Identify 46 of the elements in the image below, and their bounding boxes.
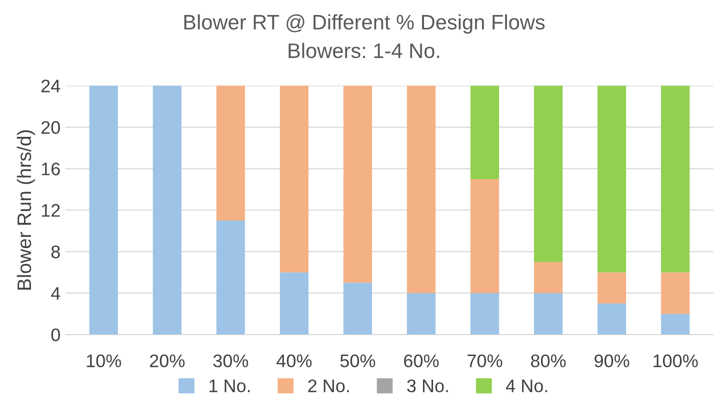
bar <box>661 314 690 335</box>
chart-title: Blower RT @ Different % Design Flows <box>184 14 545 34</box>
y-tick-label: 4 <box>51 287 60 300</box>
legend-label: 1 No. <box>210 380 250 392</box>
bar <box>598 303 626 335</box>
bar <box>661 272 690 314</box>
legend-label: 2 No. <box>308 379 349 392</box>
y-tick-label: 8 <box>51 246 60 258</box>
bar <box>598 86 626 272</box>
y-axis-title: Blower Run (hrs/d) <box>16 130 36 290</box>
legend-label: 4 No. <box>506 380 548 392</box>
bar <box>534 86 563 262</box>
bar <box>534 262 563 294</box>
bar <box>216 86 245 220</box>
x-tick-label: 70% <box>468 354 502 368</box>
bar <box>534 293 563 335</box>
bar <box>598 272 626 304</box>
x-tick-label: 50% <box>340 354 376 368</box>
bar <box>470 86 500 180</box>
bar <box>280 272 308 335</box>
x-tick-label: 40% <box>276 354 312 368</box>
bar <box>661 86 690 272</box>
x-tick-label: 10% <box>86 354 122 368</box>
bar <box>216 220 245 335</box>
y-tick-label: 0 <box>51 328 60 342</box>
chart-subtitle: Blowers: 1-4 No. <box>288 42 440 58</box>
y-tick-label: 16 <box>42 162 60 176</box>
bar <box>406 86 436 294</box>
x-tick-label: 100% <box>654 354 698 368</box>
x-tick-label: 20% <box>150 354 185 368</box>
x-tick-label: 90% <box>594 354 630 368</box>
bar <box>470 293 500 335</box>
bar <box>89 86 118 335</box>
x-tick-label: 30% <box>213 354 248 368</box>
bar <box>152 86 182 335</box>
y-tick-label: 24 <box>41 80 60 92</box>
bar <box>406 293 436 335</box>
bar <box>343 86 372 283</box>
bar <box>343 282 372 335</box>
y-tick-label: 12 <box>42 204 60 217</box>
y-tick-label: 20 <box>41 121 60 134</box>
bar <box>470 179 500 294</box>
bar <box>280 86 308 272</box>
x-tick-label: 60% <box>404 354 439 368</box>
legend-label: 3 No. <box>407 379 448 392</box>
x-tick-label: 80% <box>531 354 566 368</box>
